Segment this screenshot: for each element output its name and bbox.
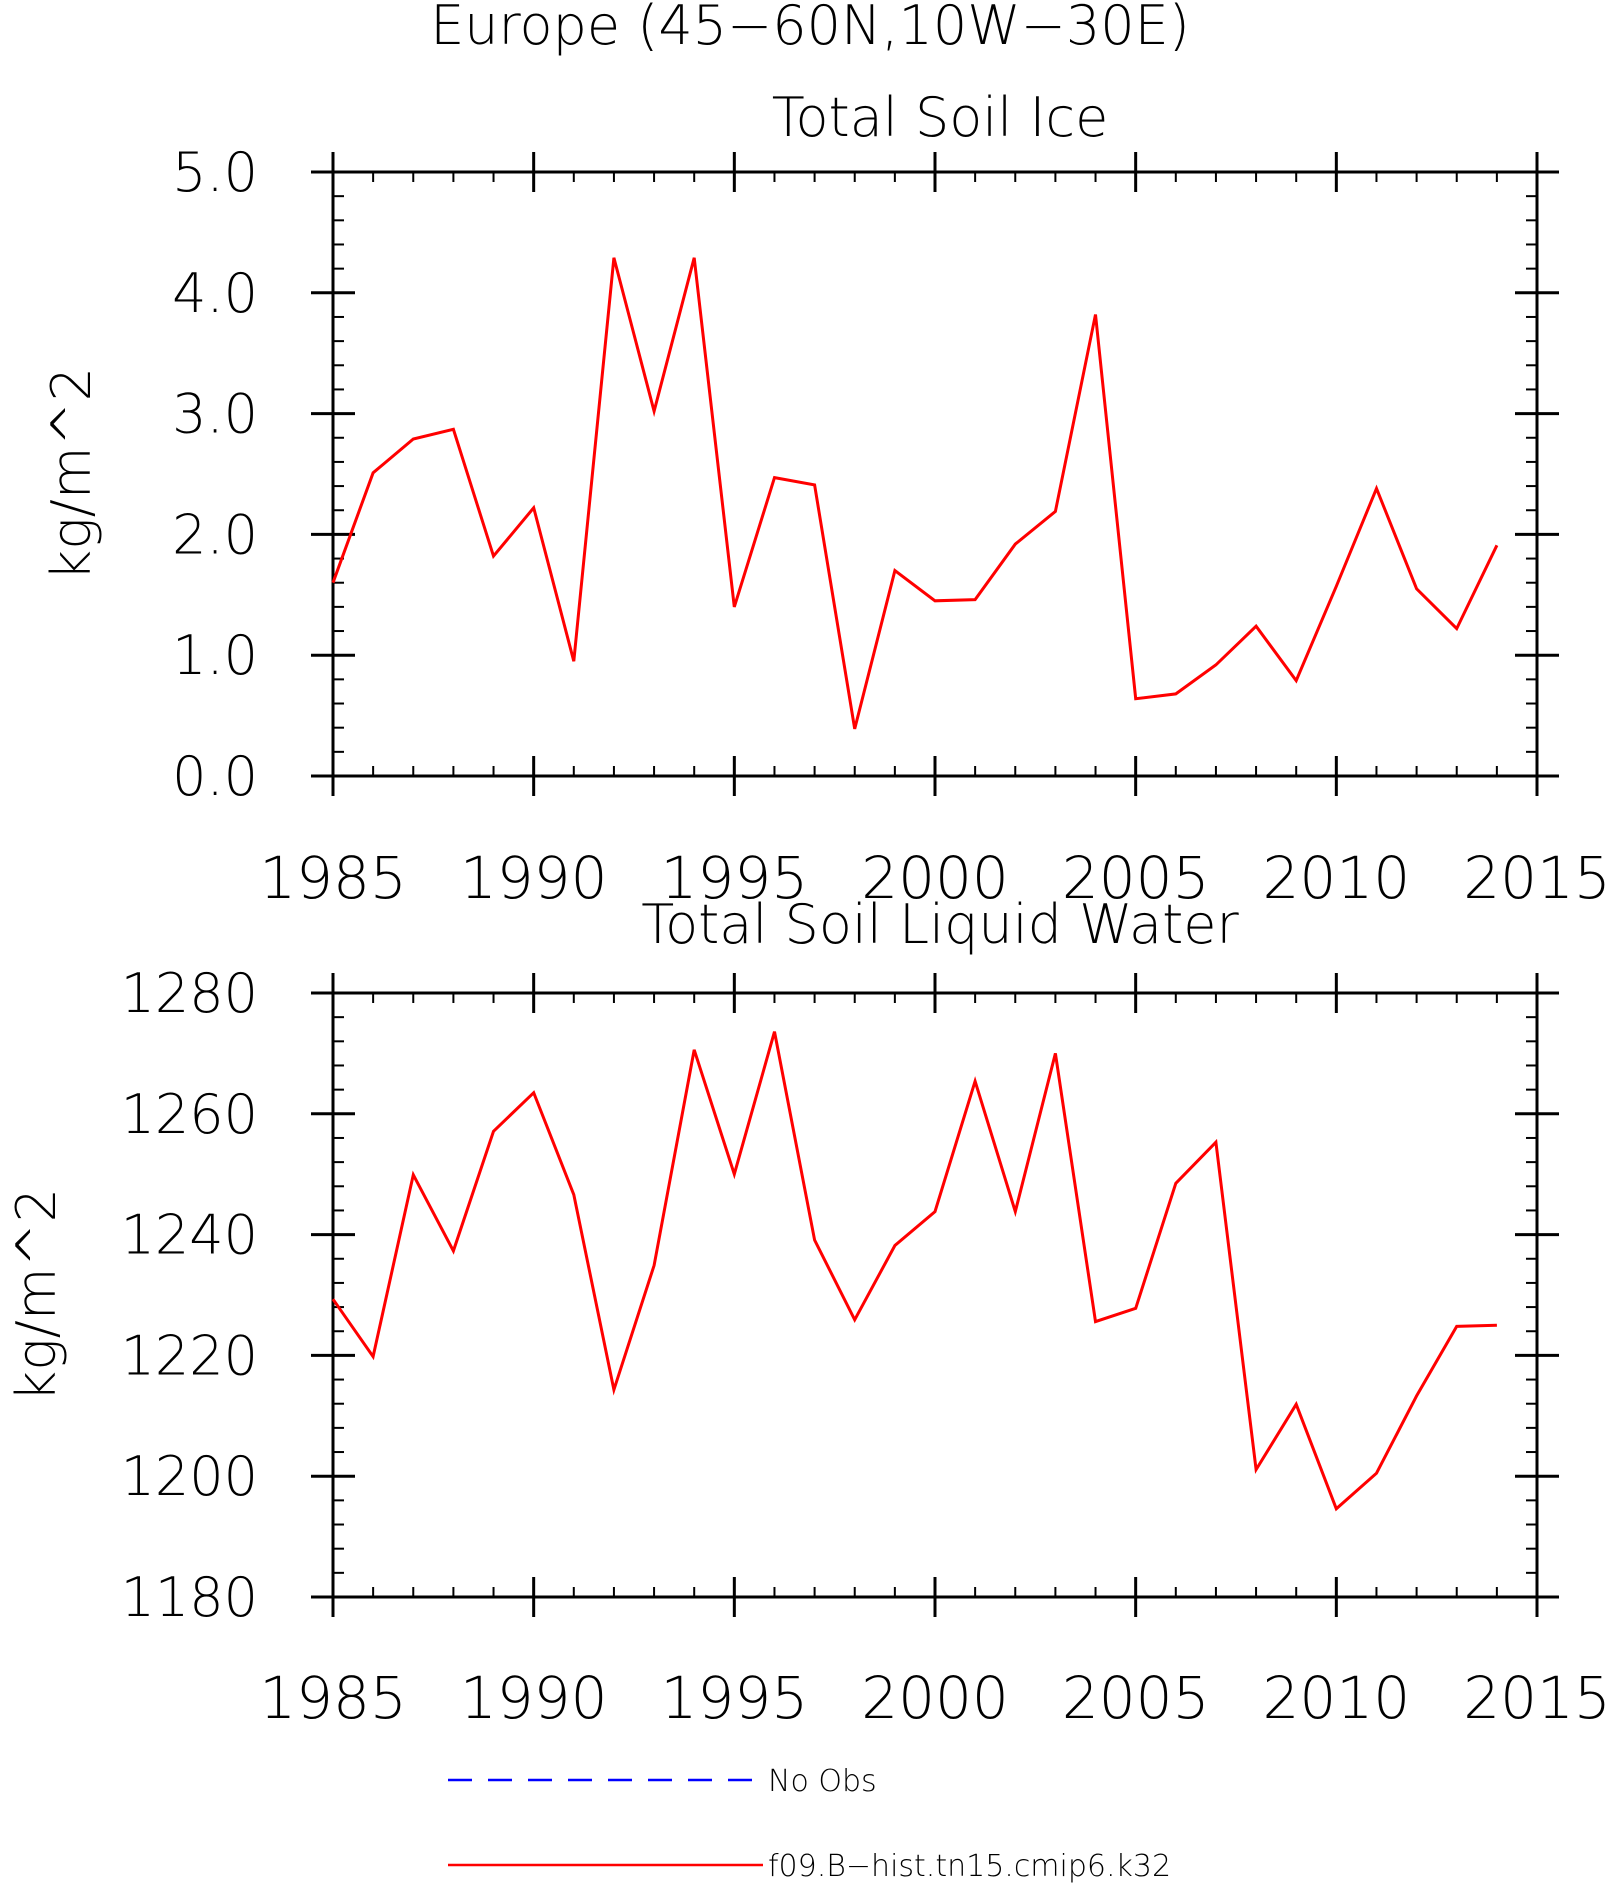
x-tick-label-total-soil-liquid-water: 1995	[661, 1664, 809, 1732]
x-tick-label-total-soil-ice: 1990	[460, 844, 608, 912]
legend: No Obs f09.B−hist.tn15.cmip6.k32	[448, 1764, 1171, 1884]
y-tick-label-total-soil-liquid-water: 1180	[121, 1566, 258, 1629]
x-tick-label-total-soil-liquid-water: 2000	[861, 1664, 1009, 1732]
figure-title: Europe (45−60N,10W−30E)	[430, 0, 1190, 57]
panel-total-soil-ice: Total Soil Ice 1985 1990 1995 2000 2005 2010 2…	[40, 86, 1611, 912]
x-tick-label-total-soil-ice: 2000	[861, 844, 1009, 912]
y-tick-label-total-soil-ice: 4.0	[172, 262, 258, 325]
plot-area-total-soil-liquid-water: 1985 1990 1995 2000 2005 2010 2015 1180 1200 1220…	[5, 962, 1611, 1732]
y-tick-label-total-soil-ice: 5.0	[172, 141, 258, 204]
y-axis-label-total-soil-liquid-water: kg/m^2	[5, 1188, 68, 1402]
x-tick-label-total-soil-ice: 2015	[1463, 844, 1611, 912]
x-tick-label-total-soil-ice: 2010	[1263, 844, 1411, 912]
x-tick-label-total-soil-liquid-water: 1985	[259, 1664, 407, 1732]
series-line-total-soil-ice	[331, 257, 1499, 730]
x-tick-label-total-soil-liquid-water: 2005	[1062, 1664, 1210, 1732]
series-line-total-soil-liquid-water	[331, 1031, 1497, 1512]
y-tick-label-total-soil-ice: 1.0	[172, 624, 258, 687]
y-tick-label-total-soil-liquid-water: 1260	[121, 1083, 258, 1146]
x-tick-label-total-soil-ice: 1995	[661, 844, 809, 912]
chart-title-total-soil-ice: Total Soil Ice	[772, 86, 1109, 149]
panel-total-soil-liquid-water: Total Soil Liquid Water 1985 1990 1995 2000…	[5, 893, 1611, 1732]
plot-frame-total-soil-liquid-water	[331, 991, 1539, 1599]
y-tick-label-total-soil-ice: 3.0	[172, 383, 258, 446]
x-tick-label-total-soil-ice: 1985	[259, 844, 407, 912]
y-tick-label-total-soil-liquid-water: 1280	[121, 962, 258, 1025]
x-tick-label-total-soil-ice: 2005	[1062, 844, 1210, 912]
y-tick-label-total-soil-ice: 2.0	[172, 503, 258, 566]
y-tick-label-total-soil-liquid-water: 1200	[121, 1445, 258, 1508]
x-tick-label-total-soil-liquid-water: 1990	[460, 1664, 608, 1732]
x-tick-label-total-soil-liquid-water: 2010	[1263, 1664, 1411, 1732]
chart-title-total-soil-liquid-water: Total Soil Liquid Water	[641, 893, 1239, 956]
x-tick-label-total-soil-liquid-water: 2015	[1463, 1664, 1611, 1732]
plot-area-total-soil-ice: 1985 1990 1995 2000 2005 2010 2015 0.0 1.0 2.0 3.0…	[40, 141, 1611, 912]
y-axis-label-total-soil-ice: kg/m^2	[40, 367, 103, 581]
y-tick-label-total-soil-ice: 0.0	[172, 745, 258, 808]
legend-label-no-obs: No Obs	[768, 1764, 877, 1799]
y-tick-label-total-soil-liquid-water: 1220	[121, 1324, 258, 1387]
y-tick-label-total-soil-liquid-water: 1240	[121, 1204, 258, 1267]
plot-frame-total-soil-ice	[331, 170, 1539, 778]
legend-label-model: f09.B−hist.tn15.cmip6.k32	[768, 1849, 1171, 1884]
